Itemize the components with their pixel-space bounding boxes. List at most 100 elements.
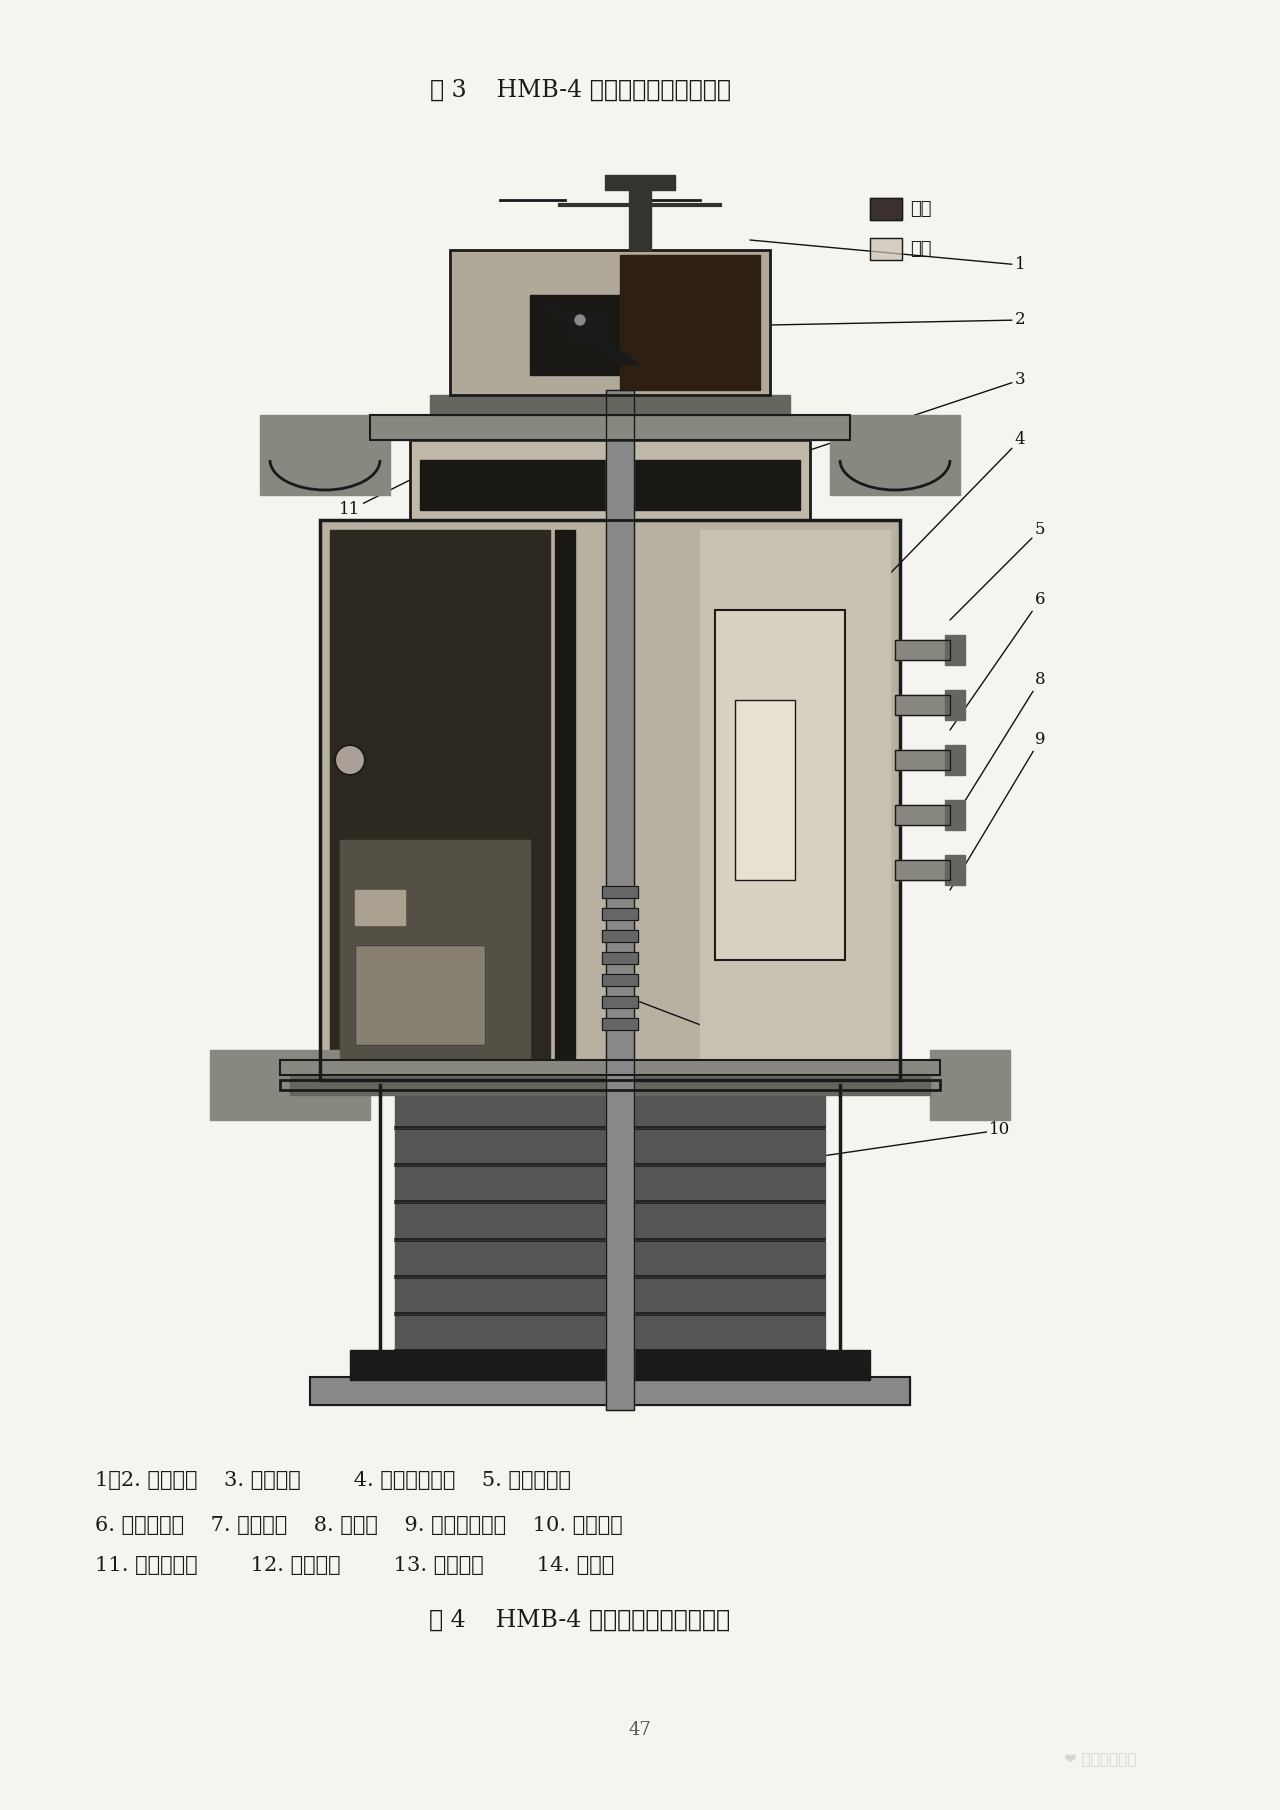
Bar [570, 315, 611, 346]
Bar [451, 250, 771, 395]
Bar [355, 945, 485, 1044]
Circle shape [575, 315, 585, 326]
Text: 7: 7 [635, 999, 745, 1048]
Bar [370, 414, 850, 440]
Bar [895, 860, 950, 880]
Bar [602, 1017, 637, 1030]
Text: 6: 6 [950, 592, 1046, 729]
Bar [396, 1240, 826, 1276]
Bar [396, 1166, 826, 1202]
Bar [735, 700, 795, 880]
Bar [355, 891, 404, 925]
Bar [556, 530, 575, 1070]
Text: 11: 11 [310, 1061, 361, 1079]
Bar [602, 974, 637, 986]
Text: 9: 9 [950, 731, 1046, 891]
Bar [396, 1278, 826, 1312]
Bar [330, 530, 550, 1070]
Text: 8: 8 [950, 672, 1046, 825]
Bar [716, 610, 845, 959]
Text: 47: 47 [628, 1721, 652, 1739]
Bar [410, 440, 810, 519]
Bar [945, 800, 965, 831]
Bar [320, 519, 900, 1081]
Bar [349, 1350, 870, 1379]
Bar [628, 190, 652, 250]
Bar [895, 749, 950, 769]
Bar [895, 641, 950, 661]
Text: 10: 10 [795, 1122, 1011, 1160]
Bar [260, 414, 390, 494]
Bar [291, 1075, 931, 1095]
Text: 12: 12 [339, 722, 361, 760]
Bar [410, 440, 810, 519]
Bar [602, 974, 637, 986]
Bar [310, 1377, 910, 1405]
Bar [602, 887, 637, 898]
Bar [895, 860, 950, 880]
Bar [451, 250, 771, 395]
Text: 11: 11 [339, 480, 410, 518]
Bar [895, 641, 950, 661]
Bar [602, 930, 637, 941]
Bar [735, 700, 795, 880]
Text: 11. 油位观察窗        12. 贮能模块        13. 贮能活塞        14. 支撑环: 11. 油位观察窗 12. 贮能模块 13. 贮能活塞 14. 支撑环 [95, 1555, 614, 1575]
Bar [370, 414, 850, 440]
Circle shape [568, 308, 591, 331]
Bar [605, 389, 634, 1410]
Text: 1: 1 [750, 241, 1025, 273]
Text: 1，2. 辅助开关    3. 低压接头        4. 合闸节流螺塞    5. 合闸控制阀: 1，2. 辅助开关 3. 低压接头 4. 合闸节流螺塞 5. 合闸控制阀 [95, 1470, 571, 1490]
Bar [280, 1061, 940, 1075]
Bar [829, 414, 960, 494]
Bar [280, 1061, 940, 1075]
Bar [700, 530, 890, 1070]
Bar [602, 930, 637, 941]
Text: ❤ 电力专家联盟: ❤ 电力专家联盟 [1064, 1752, 1137, 1768]
Bar [530, 295, 640, 375]
Text: 图 3    HMB-4 液压弹簧机构合闸位置: 图 3 HMB-4 液压弹簧机构合闸位置 [430, 78, 731, 101]
Bar [396, 1204, 826, 1238]
Bar [280, 1081, 940, 1090]
Text: 5: 5 [950, 521, 1046, 621]
Bar [895, 695, 950, 715]
Bar [602, 1017, 637, 1030]
Polygon shape [540, 306, 640, 366]
Text: 13: 13 [339, 981, 380, 1010]
Bar [355, 945, 485, 1044]
Bar [945, 746, 965, 775]
Text: 高压: 高压 [910, 199, 932, 217]
Ellipse shape [870, 1377, 910, 1405]
Ellipse shape [310, 1377, 349, 1405]
Bar [602, 909, 637, 919]
Text: 图 4    HMB-4 液压弹簧机构分闸位置: 图 4 HMB-4 液压弹簧机构分闸位置 [429, 1609, 731, 1631]
Bar [430, 395, 790, 414]
Bar [605, 389, 634, 1410]
Bar [620, 255, 760, 389]
Bar [320, 519, 900, 1081]
Bar [895, 749, 950, 769]
Bar [895, 805, 950, 825]
Bar [931, 1050, 1010, 1120]
Bar [895, 805, 950, 825]
Bar [396, 1314, 826, 1350]
Bar [895, 695, 950, 715]
Bar [605, 176, 675, 190]
Bar [210, 1050, 370, 1120]
Bar [870, 237, 902, 261]
Bar [602, 996, 637, 1008]
Bar [602, 887, 637, 898]
Bar [602, 952, 637, 965]
Circle shape [335, 746, 365, 775]
Bar [396, 1129, 826, 1164]
Bar [602, 996, 637, 1008]
Bar [870, 197, 902, 221]
Bar [945, 690, 965, 720]
Text: 6. 分闸控制阀    7. 控制模块    8. 换向阀    9. 分闸节流螺塞    10. 碟簧装置: 6. 分闸控制阀 7. 控制模块 8. 换向阀 9. 分闸节流螺塞 10. 碟簧… [95, 1515, 623, 1535]
Bar [870, 237, 902, 261]
Text: 低压: 低压 [910, 241, 932, 259]
Bar [945, 635, 965, 664]
Bar [310, 1377, 910, 1405]
Bar [945, 854, 965, 885]
Bar [420, 460, 800, 510]
Bar [870, 197, 902, 221]
